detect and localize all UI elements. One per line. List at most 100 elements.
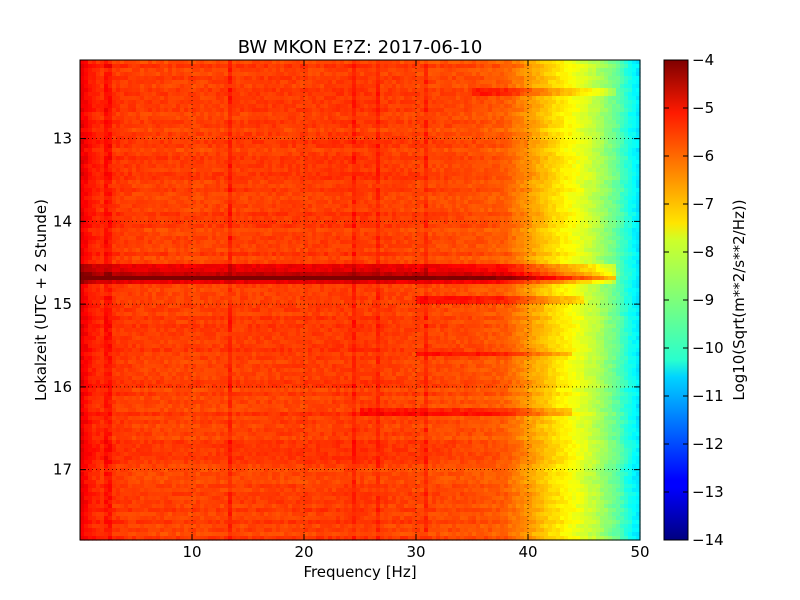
heatmap-cell bbox=[564, 144, 569, 149]
heatmap-cell bbox=[232, 104, 237, 109]
heatmap-cell bbox=[404, 188, 409, 193]
heatmap-cell bbox=[276, 128, 281, 133]
heatmap-cell bbox=[152, 140, 157, 145]
heatmap-cell bbox=[280, 172, 285, 177]
heatmap-cell bbox=[140, 72, 145, 77]
heatmap-cell bbox=[92, 80, 97, 85]
heatmap-cell bbox=[584, 132, 589, 137]
heatmap-cell bbox=[292, 148, 297, 153]
heatmap-cell bbox=[120, 128, 125, 133]
heatmap-cell bbox=[524, 184, 529, 189]
heatmap-cell bbox=[604, 108, 609, 113]
heatmap-cell bbox=[152, 160, 157, 165]
heatmap-cell bbox=[256, 196, 261, 201]
heatmap-cell bbox=[492, 80, 497, 85]
heatmap-cell bbox=[384, 84, 389, 89]
heatmap-cell bbox=[260, 92, 265, 97]
heatmap-cell bbox=[460, 80, 465, 85]
heatmap-cell bbox=[412, 92, 417, 97]
heatmap-cell bbox=[280, 100, 285, 105]
heatmap-cell bbox=[380, 140, 385, 145]
heatmap-cell bbox=[96, 132, 101, 137]
heatmap-cell bbox=[604, 140, 609, 145]
heatmap-cell bbox=[132, 156, 137, 161]
heatmap-cell bbox=[572, 112, 577, 117]
heatmap-cell bbox=[584, 84, 589, 89]
heatmap-cell bbox=[588, 100, 593, 105]
heatmap-cell bbox=[132, 164, 137, 169]
heatmap-cell bbox=[428, 192, 433, 197]
heatmap-cell bbox=[236, 188, 241, 193]
heatmap-cell bbox=[500, 148, 505, 153]
heatmap-cell bbox=[156, 88, 161, 93]
heatmap-cell bbox=[512, 60, 517, 65]
heatmap-cell bbox=[580, 196, 585, 201]
heatmap-cell bbox=[416, 64, 421, 69]
heatmap-cell bbox=[628, 60, 633, 65]
heatmap-cell bbox=[380, 152, 385, 157]
heatmap-cell bbox=[524, 148, 529, 153]
heatmap-cell bbox=[356, 72, 361, 77]
heatmap-cell bbox=[484, 104, 489, 109]
heatmap-cell bbox=[536, 176, 541, 181]
heatmap-cell bbox=[516, 124, 521, 129]
heatmap-cell bbox=[556, 60, 561, 65]
heatmap-cell bbox=[352, 184, 357, 189]
heatmap-cell bbox=[200, 96, 205, 101]
heatmap-cell bbox=[196, 132, 201, 137]
heatmap-cell bbox=[216, 108, 221, 113]
heatmap-cell bbox=[572, 120, 577, 125]
heatmap-cell bbox=[436, 200, 441, 205]
heatmap-cell bbox=[172, 160, 177, 165]
heatmap-cell bbox=[604, 176, 609, 181]
heatmap-cell bbox=[188, 92, 193, 97]
heatmap-cell bbox=[416, 188, 421, 193]
heatmap-cell bbox=[348, 128, 353, 133]
heatmap-cell bbox=[476, 188, 481, 193]
heatmap-cell bbox=[108, 164, 113, 169]
heatmap-cell bbox=[536, 136, 541, 141]
heatmap-cell bbox=[340, 80, 345, 85]
heatmap-cell bbox=[424, 60, 429, 65]
heatmap-cell bbox=[192, 68, 197, 73]
heatmap-cell bbox=[160, 144, 165, 149]
heatmap-cell bbox=[316, 200, 321, 205]
heatmap-cell bbox=[560, 164, 565, 169]
heatmap-cell bbox=[600, 120, 605, 125]
heatmap-cell bbox=[124, 104, 129, 109]
heatmap-cell bbox=[208, 128, 213, 133]
heatmap-cell bbox=[232, 60, 237, 65]
heatmap-cell bbox=[564, 60, 569, 65]
heatmap-cell bbox=[300, 60, 305, 65]
heatmap-cell bbox=[524, 92, 529, 97]
heatmap-cell bbox=[596, 100, 601, 105]
heatmap-cell bbox=[324, 100, 329, 105]
heatmap-cell bbox=[116, 152, 121, 157]
heatmap-cell bbox=[472, 76, 477, 81]
heatmap-cell bbox=[140, 88, 145, 93]
heatmap-cell bbox=[588, 124, 593, 129]
heatmap-cell bbox=[216, 144, 221, 149]
heatmap-cell bbox=[120, 140, 125, 145]
heatmap-cell bbox=[476, 80, 481, 85]
heatmap-cell bbox=[172, 188, 177, 193]
heatmap-cell bbox=[420, 176, 425, 181]
heatmap-cell bbox=[632, 196, 637, 201]
heatmap-cell bbox=[112, 68, 117, 73]
heatmap-cell bbox=[608, 128, 613, 133]
heatmap-cell bbox=[408, 156, 413, 161]
heatmap-cell bbox=[248, 200, 253, 205]
heatmap-cell bbox=[396, 168, 401, 173]
heatmap-cell bbox=[276, 200, 281, 205]
heatmap-cell bbox=[216, 200, 221, 205]
heatmap-cell bbox=[520, 168, 525, 173]
heatmap-cell bbox=[520, 172, 525, 177]
heatmap-cell bbox=[168, 124, 173, 129]
heatmap-cell bbox=[116, 84, 121, 89]
heatmap-cell bbox=[596, 128, 601, 133]
heatmap-cell bbox=[128, 140, 133, 145]
heatmap-cell bbox=[548, 80, 553, 85]
heatmap-cell bbox=[156, 100, 161, 105]
heatmap-cell bbox=[428, 148, 433, 153]
heatmap-cell bbox=[236, 116, 241, 121]
